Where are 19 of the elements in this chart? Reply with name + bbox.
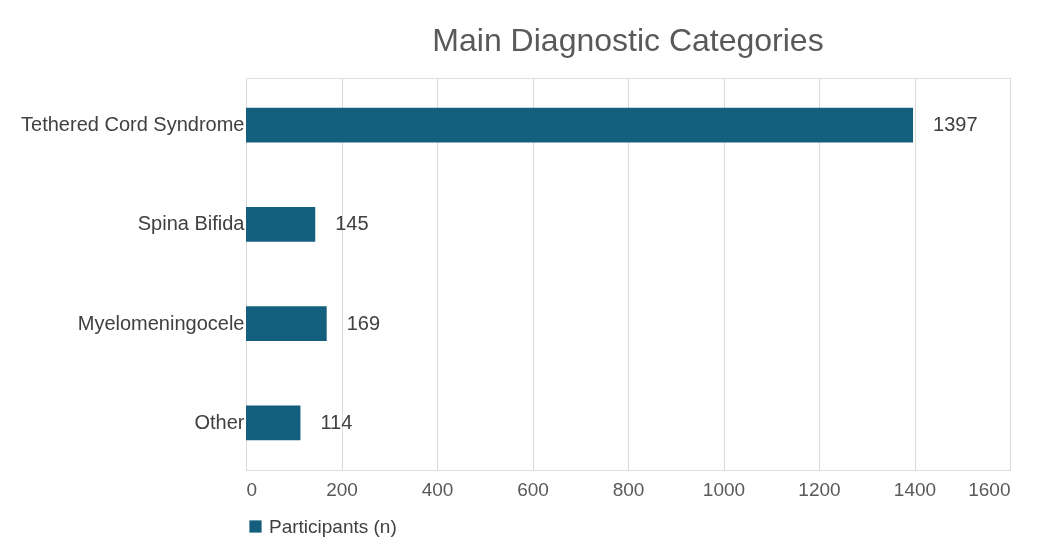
data-label: 1397 bbox=[933, 113, 978, 136]
data-label: 169 bbox=[346, 311, 381, 334]
x-tick-label: 1000 bbox=[702, 478, 746, 500]
x-tick-label: 800 bbox=[612, 478, 645, 500]
data-label: 145 bbox=[335, 212, 369, 235]
y-tick-label: Spina Bifida bbox=[137, 212, 246, 235]
chart-title: Main Diagnostic Categories bbox=[432, 22, 824, 58]
legend-label: Participants (n) bbox=[269, 515, 397, 537]
y-tick-label: Tethered Cord Syndrome bbox=[21, 113, 245, 136]
x-tick-label: 400 bbox=[421, 478, 454, 500]
y-tick-label: Myelomeningocele bbox=[77, 311, 245, 334]
data-label: 114 bbox=[320, 410, 353, 433]
x-tick-label: 1400 bbox=[893, 478, 937, 500]
x-tick-label: 1600 bbox=[968, 478, 1011, 500]
x-tick-label: 200 bbox=[326, 478, 358, 500]
x-tick-label: 0 bbox=[246, 478, 258, 500]
x-tick-label: 1200 bbox=[798, 478, 841, 500]
y-tick-label: Other bbox=[194, 410, 245, 433]
x-tick-label: 600 bbox=[517, 478, 549, 500]
